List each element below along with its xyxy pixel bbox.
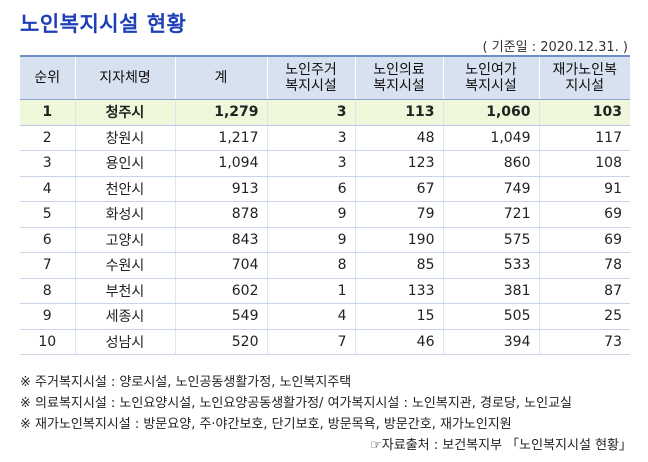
table-row: 4 천안시 913 6 67 749 91 [20,176,630,202]
cell-residential: 9 [266,201,355,228]
table-row: 10 성남시 520 7 46 394 73 [20,329,630,355]
cell-total: 602 [174,278,267,304]
cell-medical: 79 [354,201,443,228]
cell-rank: 2 [20,125,75,151]
cell-home-care: 69 [538,201,630,228]
table-row: 2 창원시 1,217 3 48 1,049 117 [20,125,630,151]
cell-rank: 6 [20,227,75,253]
cell-medical: 46 [354,329,443,355]
cell-rank: 10 [20,329,75,355]
table-row: 7 수원시 704 8 85 533 78 [20,252,630,279]
header-total: 계 [174,55,267,100]
cell-medical: 85 [354,252,443,279]
notes: ※ 주거복지시설 : 양로시설, 노인공동생활가정, 노인복지주택 ※ 의료복지… [20,372,632,456]
cell-residential: 4 [266,303,355,330]
note-residential: ※ 주거복지시설 : 양로시설, 노인공동생활가정, 노인복지주택 [20,375,352,390]
table-row: 6 고양시 843 9 190 575 69 [20,227,630,253]
note-medical-leisure: ※ 의료복지시설 : 노인요양시설, 노인요양공동생활가정/ 여가복지시설 : … [20,396,573,411]
cell-home-care: 117 [538,125,630,151]
cell-leisure: 860 [442,150,539,177]
cell-residential: 8 [266,252,355,279]
cell-residential: 3 [266,150,355,177]
cell-medical: 48 [354,125,443,151]
cell-municipality: 성남시 [74,329,175,355]
cell-total: 913 [174,176,267,202]
cell-rank: 1 [20,99,75,126]
cell-rank: 3 [20,150,75,177]
table-row: 5 화성시 878 9 79 721 69 [20,201,630,228]
cell-residential: 7 [266,329,355,355]
cell-municipality: 부천시 [74,278,175,304]
cell-home-care: 25 [538,303,630,330]
cell-home-care: 69 [538,227,630,253]
cell-rank: 5 [20,201,75,228]
cell-residential: 1 [266,278,355,304]
cell-municipality: 천안시 [74,176,175,202]
cell-residential: 3 [266,125,355,151]
cell-total: 1,217 [174,125,267,151]
cell-residential: 3 [266,99,355,126]
cell-residential: 6 [266,176,355,202]
table-row: 1 청주시 1,279 3 113 1,060 103 [20,99,630,126]
cell-total: 1,094 [174,150,267,177]
cell-medical: 67 [354,176,443,202]
cell-municipality: 청주시 [74,99,175,126]
table-row: 8 부천시 602 1 133 381 87 [20,278,630,304]
header-home-care: 재가노인복 지시설 [538,55,630,100]
cell-leisure: 575 [442,227,539,253]
cell-leisure: 721 [442,201,539,228]
header-leisure: 노인여가 복지시설 [442,55,539,100]
cell-municipality: 고양시 [74,227,175,253]
cell-leisure: 394 [442,329,539,355]
table-header-row: 순위 지자체명 계 노인주거 복지시설 노인의료 복지시설 노인여가 복지시설 재가노… [20,55,630,100]
header-medical: 노인의료 복지시설 [354,55,443,100]
cell-total: 520 [174,329,267,355]
cell-leisure: 533 [442,252,539,279]
cell-home-care: 108 [538,150,630,177]
cell-municipality: 창원시 [74,125,175,151]
cell-rank: 4 [20,176,75,202]
cell-total: 1,279 [174,99,267,126]
cell-municipality: 용인시 [74,150,175,177]
cell-leisure: 1,049 [442,125,539,151]
cell-home-care: 103 [538,99,630,126]
header-municipality: 지자체명 [74,55,175,100]
cell-medical: 133 [354,278,443,304]
cell-rank: 7 [20,252,75,279]
cell-home-care: 91 [538,176,630,202]
basis-date: ( 기준일 : 2020.12.31. ) [482,40,629,55]
cell-leisure: 381 [442,278,539,304]
table-row: 9 세종시 549 4 15 505 25 [20,303,630,330]
cell-rank: 8 [20,278,75,304]
note-home-care: ※ 재가노인복지시설 : 방문요양, 주·야간보호, 단기보호, 방문목욕, 방… [20,417,512,432]
cell-total: 704 [174,252,267,279]
source-citation: ☞자료출처 : 보건복지부 「노인복지시설 현황」 [370,438,632,453]
cell-medical: 113 [354,99,443,126]
cell-home-care: 73 [538,329,630,355]
facility-table: 순위 지자체명 계 노인주거 복지시설 노인의료 복지시설 노인여가 복지시설 재가노… [20,55,630,355]
cell-medical: 123 [354,150,443,177]
cell-municipality: 세종시 [74,303,175,330]
header-residential: 노인주거 복지시설 [266,55,355,100]
cell-home-care: 78 [538,252,630,279]
page-title: 노인복지시설 현황 [20,12,187,36]
cell-leisure: 749 [442,176,539,202]
header-rank: 순위 [20,55,75,100]
table-row: 3 용인시 1,094 3 123 860 108 [20,150,630,177]
cell-total: 878 [174,201,267,228]
cell-leisure: 505 [442,303,539,330]
cell-municipality: 화성시 [74,201,175,228]
cell-total: 549 [174,303,267,330]
cell-leisure: 1,060 [442,99,539,126]
cell-municipality: 수원시 [74,252,175,279]
cell-medical: 15 [354,303,443,330]
cell-residential: 9 [266,227,355,253]
cell-total: 843 [174,227,267,253]
cell-medical: 190 [354,227,443,253]
cell-home-care: 87 [538,278,630,304]
cell-rank: 9 [20,303,75,330]
